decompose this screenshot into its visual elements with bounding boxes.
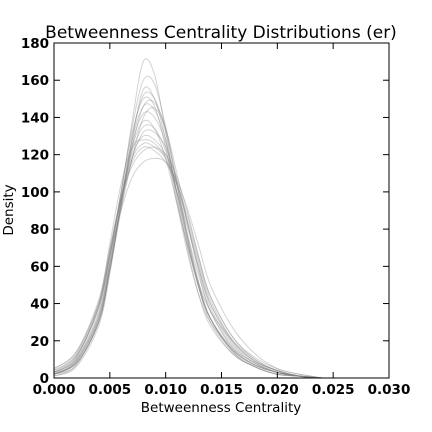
- series-line-13: [53, 134, 323, 379]
- x-tick-label: 0.010: [144, 382, 187, 398]
- x-tick-label: 0.020: [256, 382, 299, 398]
- y-tick-label: 20: [30, 334, 49, 350]
- x-tick-label: 0.030: [368, 382, 411, 398]
- series-line-2: [53, 86, 323, 379]
- y-tick-label: 40: [30, 297, 49, 313]
- series-line-18: [53, 119, 323, 379]
- x-tick-label: 0.025: [312, 382, 355, 398]
- x-axis-ticks: 0.000 0.005 0.010 0.015 0.020 0.025 0.030: [33, 43, 411, 398]
- series-line-6: [53, 107, 323, 379]
- series-line-5: [53, 139, 323, 379]
- y-tick-label: 120: [21, 148, 49, 164]
- series-line-8: [53, 96, 323, 379]
- x-tick-label: 0.015: [200, 382, 243, 398]
- chart-title: Betweenness Centrality Distributions (er…: [45, 23, 397, 43]
- x-tick-label: 0.005: [88, 382, 131, 398]
- series-line-9: [53, 129, 323, 379]
- series-curves: [53, 58, 323, 379]
- x-axis-label: Betweenness Centrality: [141, 400, 301, 416]
- series-line-16: [53, 99, 323, 379]
- y-tick-label: 60: [30, 259, 49, 275]
- y-axis-label: Density: [1, 184, 17, 235]
- y-tick-label: 100: [21, 185, 49, 201]
- y-tick-label: 140: [21, 110, 49, 126]
- series-line-4: [53, 124, 323, 379]
- y-tick-label: 80: [30, 222, 49, 238]
- series-line-11: [53, 146, 323, 379]
- x-tick-label: 0.000: [33, 382, 76, 398]
- series-line-14: [53, 111, 323, 379]
- y-tick-label: 0: [40, 371, 49, 387]
- series-line-15: [53, 157, 323, 379]
- series-line-10: [53, 91, 323, 379]
- series-line-1: [53, 58, 323, 379]
- series-line-17: [53, 142, 323, 379]
- series-line-12: [53, 103, 323, 379]
- y-axis-ticks: 0 20 40 60 80 100 120 140 160 180: [21, 36, 389, 387]
- y-tick-label: 160: [21, 73, 49, 89]
- series-line-7: [53, 146, 323, 379]
- y-tick-label: 180: [21, 36, 49, 52]
- series-line-3: [53, 75, 323, 379]
